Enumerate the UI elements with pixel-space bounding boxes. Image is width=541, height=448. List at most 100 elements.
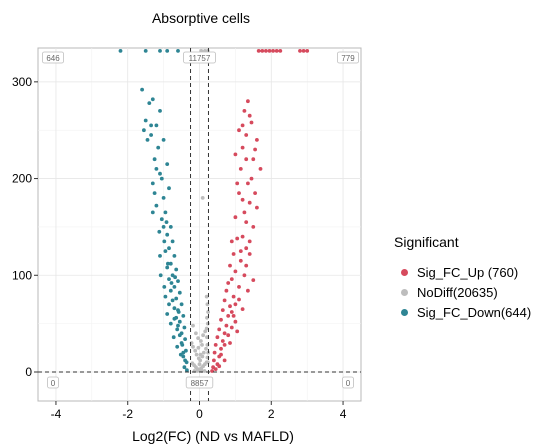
data-point <box>169 225 173 229</box>
data-point <box>151 182 155 186</box>
legend-swatch <box>401 289 408 296</box>
data-point <box>171 240 175 244</box>
data-point <box>162 138 166 142</box>
data-point <box>206 322 210 326</box>
data-point <box>140 88 144 92</box>
data-point <box>180 302 184 306</box>
data-point <box>244 133 248 137</box>
data-point <box>219 347 223 351</box>
data-point <box>201 333 205 337</box>
data-point <box>241 124 245 128</box>
data-point <box>251 157 255 161</box>
data-point <box>241 146 245 150</box>
data-point <box>158 109 162 113</box>
data-point <box>165 312 169 316</box>
data-point <box>237 128 241 132</box>
data-point <box>156 146 160 150</box>
data-point <box>232 252 236 256</box>
data-point <box>119 49 123 53</box>
data-point <box>162 196 166 200</box>
data-point <box>246 99 250 103</box>
x-tick-label: 2 <box>268 407 275 421</box>
data-point <box>174 268 178 272</box>
data-point <box>165 162 169 166</box>
data-point <box>223 331 227 335</box>
data-point <box>230 277 234 281</box>
data-point <box>153 157 157 161</box>
data-point <box>172 335 176 339</box>
data-point <box>155 167 159 171</box>
legend-swatch <box>401 269 408 276</box>
data-point <box>206 360 210 364</box>
data-point <box>237 191 241 195</box>
x-tick-label: -2 <box>122 407 133 421</box>
data-point <box>235 330 239 334</box>
data-point <box>244 157 248 161</box>
legend-label: Sig_FC_Up (760) <box>417 265 518 280</box>
data-point <box>213 351 217 355</box>
x-axis-label: Log2(FC) (ND vs MAFLD) <box>132 428 294 444</box>
data-point <box>239 249 243 253</box>
data-point <box>203 369 207 373</box>
legend: Significant Sig_FC_Up (760) NoDiff(20635)… <box>394 234 531 322</box>
data-point <box>248 114 252 118</box>
data-point <box>253 148 257 152</box>
data-point <box>159 273 163 277</box>
data-point <box>195 353 199 357</box>
data-point <box>298 49 302 53</box>
data-point <box>234 215 238 219</box>
data-point <box>144 119 148 123</box>
count-label-bottom-right: 0 <box>346 379 351 388</box>
data-point <box>162 240 166 244</box>
x-tick-label: 4 <box>340 407 347 421</box>
data-point <box>221 339 225 343</box>
data-point <box>225 324 229 328</box>
data-point <box>166 262 170 266</box>
count-label-top-left: 646 <box>46 54 60 63</box>
data-point <box>180 341 184 345</box>
data-point <box>165 266 169 270</box>
data-point <box>232 295 236 299</box>
data-point <box>198 362 202 366</box>
data-point <box>165 233 169 237</box>
data-point <box>164 295 168 299</box>
data-point <box>230 310 234 314</box>
data-point <box>239 167 243 171</box>
data-point <box>183 337 187 341</box>
data-point <box>278 49 282 53</box>
x-tick-label: -4 <box>51 407 62 421</box>
data-point <box>173 306 177 310</box>
data-point <box>185 368 189 372</box>
data-point <box>248 240 252 244</box>
data-point <box>149 124 153 128</box>
data-point <box>234 270 238 274</box>
data-point <box>257 49 261 53</box>
data-point <box>153 191 157 195</box>
data-point <box>260 49 264 53</box>
data-point <box>151 211 155 215</box>
data-point <box>191 345 195 349</box>
data-point <box>248 201 252 205</box>
data-point <box>176 324 180 328</box>
data-point <box>176 49 180 53</box>
data-point <box>234 153 238 157</box>
data-point <box>228 264 232 268</box>
data-point <box>181 314 185 318</box>
plot-panel: 646 11757 779 0 8857 0 <box>38 48 361 401</box>
data-point <box>158 254 162 258</box>
data-point <box>178 291 182 295</box>
data-point <box>199 353 203 357</box>
data-point <box>234 320 238 324</box>
legend-label: NoDiff(20635) <box>417 285 498 300</box>
data-point <box>214 343 218 347</box>
data-point <box>167 186 171 190</box>
count-label-top-right: 779 <box>341 54 355 63</box>
data-point <box>250 177 254 181</box>
data-point <box>160 217 164 221</box>
legend-item: NoDiff(20635) <box>394 282 531 302</box>
y-tick-label: 300 <box>12 75 32 89</box>
y-tick-label: 100 <box>12 268 32 282</box>
data-point <box>255 206 259 210</box>
data-point <box>259 167 263 171</box>
data-point <box>157 230 161 234</box>
